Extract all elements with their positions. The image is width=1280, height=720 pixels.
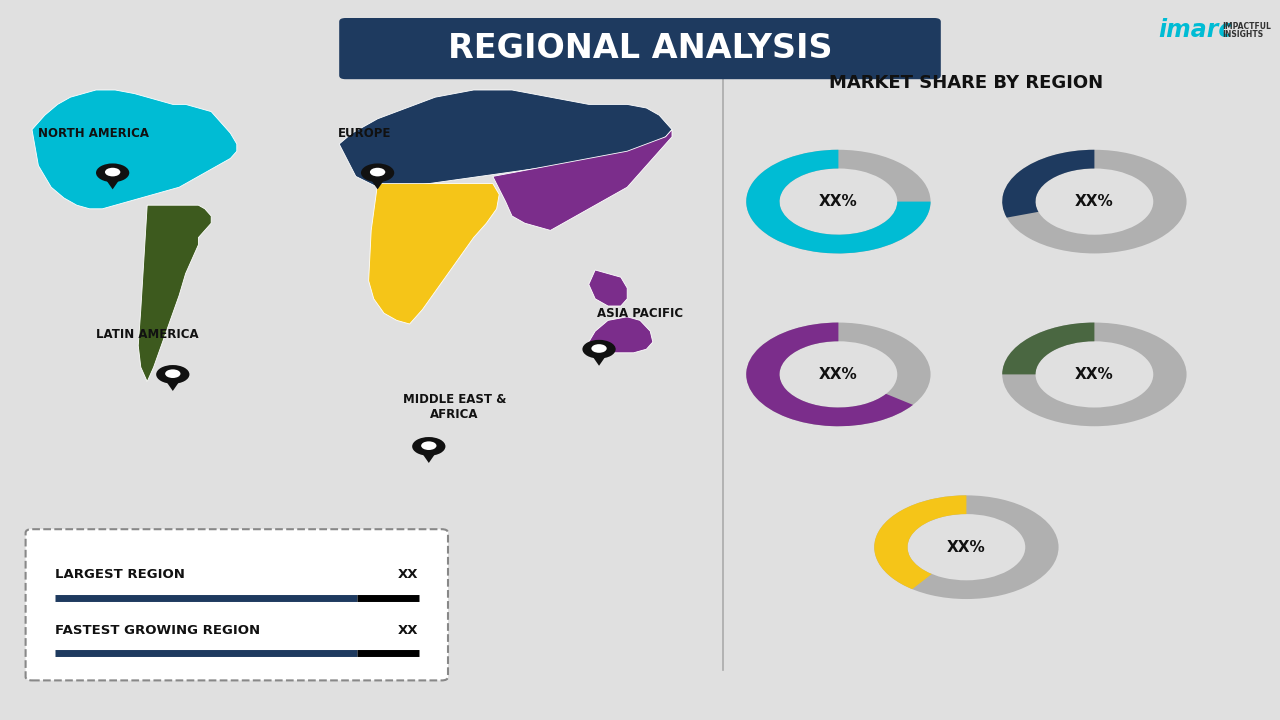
Circle shape [105, 168, 120, 176]
Circle shape [582, 340, 616, 359]
Circle shape [591, 344, 607, 353]
Text: NORTH AMERICA: NORTH AMERICA [38, 127, 148, 140]
Text: MARKET SHARE BY REGION: MARKET SHARE BY REGION [829, 73, 1103, 91]
Circle shape [412, 437, 445, 456]
Circle shape [96, 163, 129, 182]
Text: IMPACTFUL: IMPACTFUL [1222, 22, 1271, 31]
Text: imarc: imarc [1158, 18, 1233, 42]
Text: XX%: XX% [819, 194, 858, 209]
Wedge shape [1002, 150, 1187, 253]
Text: XX%: XX% [1075, 367, 1114, 382]
Wedge shape [874, 495, 1059, 599]
Polygon shape [493, 130, 672, 230]
Polygon shape [366, 173, 389, 189]
Text: REGIONAL ANALYSIS: REGIONAL ANALYSIS [448, 32, 832, 65]
Text: ASIA PACIFIC: ASIA PACIFIC [596, 307, 684, 320]
Wedge shape [874, 495, 966, 589]
Polygon shape [138, 205, 211, 382]
Circle shape [370, 168, 385, 176]
Text: XX%: XX% [1075, 194, 1114, 209]
Polygon shape [369, 184, 499, 324]
Polygon shape [32, 90, 237, 209]
Text: EUROPE: EUROPE [338, 127, 392, 140]
Polygon shape [588, 349, 611, 366]
Wedge shape [1002, 150, 1094, 217]
Text: FASTEST GROWING REGION: FASTEST GROWING REGION [55, 624, 260, 636]
Wedge shape [1002, 323, 1094, 374]
Polygon shape [339, 90, 672, 187]
Wedge shape [746, 323, 913, 426]
Polygon shape [589, 317, 653, 353]
Text: LATIN AMERICA: LATIN AMERICA [96, 328, 198, 341]
FancyBboxPatch shape [339, 18, 941, 79]
Text: MIDDLE EAST &
AFRICA: MIDDLE EAST & AFRICA [403, 393, 506, 420]
Text: LARGEST REGION: LARGEST REGION [55, 568, 184, 581]
Text: XX%: XX% [947, 540, 986, 554]
Circle shape [361, 163, 394, 182]
Polygon shape [101, 173, 124, 189]
Text: INSIGHTS: INSIGHTS [1222, 30, 1263, 39]
Text: XX: XX [398, 568, 419, 581]
Wedge shape [1002, 323, 1187, 426]
Wedge shape [746, 150, 931, 253]
Circle shape [156, 365, 189, 384]
Polygon shape [417, 446, 440, 463]
Polygon shape [161, 374, 184, 391]
Polygon shape [589, 270, 627, 306]
Wedge shape [746, 323, 931, 426]
Circle shape [165, 369, 180, 378]
FancyBboxPatch shape [26, 529, 448, 680]
Circle shape [421, 441, 436, 450]
Text: XX%: XX% [819, 367, 858, 382]
Wedge shape [746, 150, 931, 253]
Text: XX: XX [398, 624, 419, 636]
